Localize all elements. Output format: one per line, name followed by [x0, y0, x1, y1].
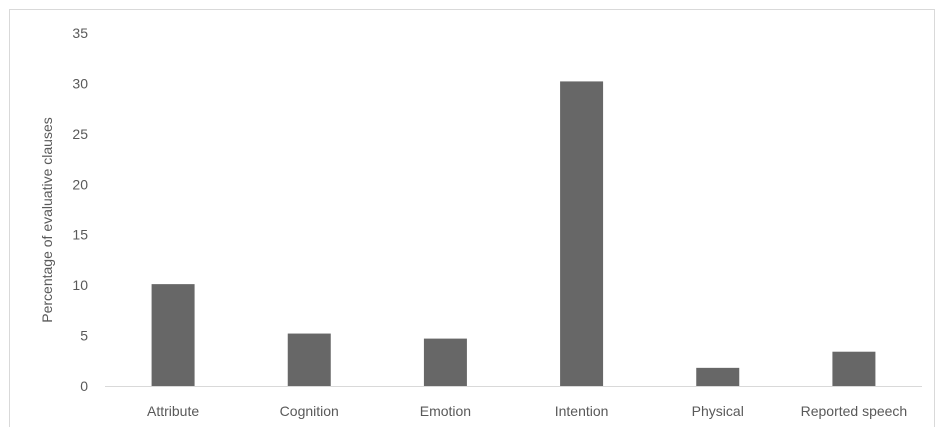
x-tick-label: Physical — [692, 403, 744, 419]
y-tick-label: 0 — [80, 378, 88, 394]
bar-intention — [560, 81, 604, 386]
x-tick-label: Intention — [555, 403, 609, 419]
y-tick-label: 25 — [72, 126, 88, 142]
y-tick-label: 5 — [80, 328, 88, 344]
bar-attribute — [151, 284, 195, 386]
y-tick-label: 20 — [72, 176, 88, 192]
bar-cognition — [287, 333, 331, 386]
x-axis-ticks: Attribute Cognition Emotion Intention Physic… — [147, 403, 907, 419]
bar-emotion — [423, 338, 467, 386]
x-tick-label: Cognition — [280, 403, 339, 419]
bar-physical — [696, 367, 740, 386]
y-tick-label: 10 — [72, 277, 88, 293]
x-tick-label: Reported speech — [801, 403, 908, 419]
bars — [151, 81, 876, 386]
y-axis-title: Percentage of evaluative clauses — [39, 117, 55, 322]
x-tick-label: Attribute — [147, 403, 199, 419]
bar-reported-speech — [832, 351, 876, 386]
x-tick-label: Emotion — [420, 403, 471, 419]
y-tick-label: 35 — [72, 25, 88, 41]
y-tick-label: 30 — [72, 75, 88, 91]
y-axis-ticks: 0 5 10 15 20 25 30 35 — [72, 25, 88, 394]
y-tick-label: 15 — [72, 227, 88, 243]
